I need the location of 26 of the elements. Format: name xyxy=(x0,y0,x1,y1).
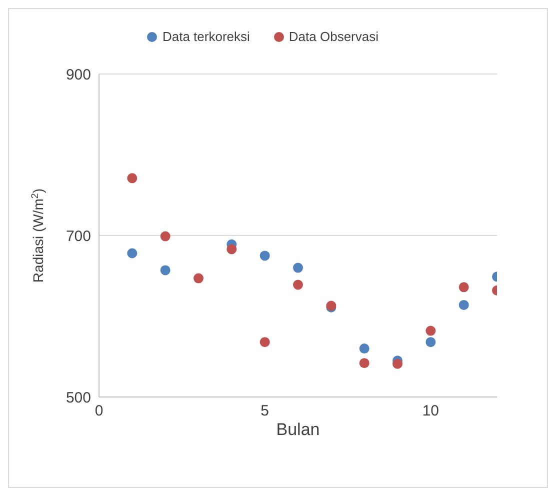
point xyxy=(160,231,170,242)
legend-label: Data terkoreksi xyxy=(161,29,250,44)
x-tick-label: 5 xyxy=(260,402,270,420)
x-tick-label: 0 xyxy=(94,402,104,420)
point xyxy=(458,300,469,310)
y-tick-label: 900 xyxy=(66,66,91,84)
x-axis-title: Bulan xyxy=(276,420,320,439)
legend-label: Data Observasi xyxy=(288,29,378,44)
point xyxy=(458,282,469,292)
point xyxy=(293,262,303,273)
point xyxy=(194,273,204,284)
point xyxy=(260,250,270,261)
y-tick-label: 500 xyxy=(66,389,91,406)
point xyxy=(226,244,237,254)
point xyxy=(392,358,402,369)
point xyxy=(426,337,436,348)
point xyxy=(260,337,270,348)
point xyxy=(359,358,370,368)
point xyxy=(359,344,370,354)
point xyxy=(127,248,138,258)
point xyxy=(160,265,170,276)
point xyxy=(293,280,303,290)
point xyxy=(426,326,436,336)
x-tick-label: 10 xyxy=(422,402,440,420)
point xyxy=(127,173,138,184)
y-tick-label: 700 xyxy=(66,228,91,245)
